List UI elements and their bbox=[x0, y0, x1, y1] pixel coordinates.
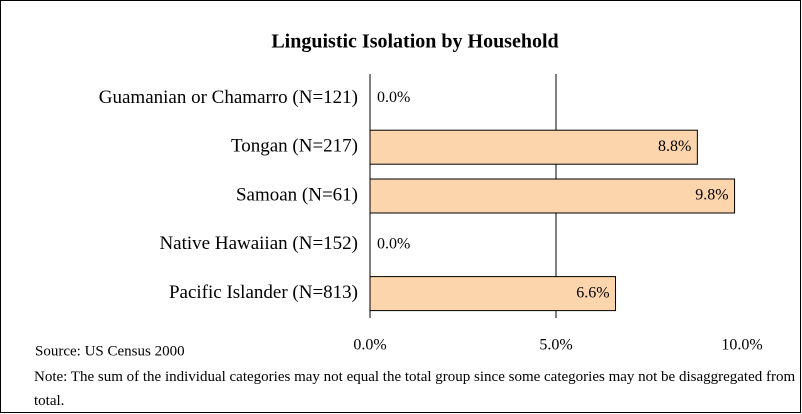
x-tick-label: 10.0% bbox=[721, 337, 762, 354]
chart-title: Linguistic Isolation by Household bbox=[271, 31, 558, 53]
note: Note: The sum of the individual categori… bbox=[34, 369, 796, 409]
value-label: 6.6% bbox=[576, 284, 609, 301]
value-label: 0.0% bbox=[377, 235, 410, 252]
value-label: 8.8% bbox=[658, 138, 691, 155]
y-tick-label: Pacific Islander (N=813) bbox=[169, 282, 358, 303]
y-tick-label: Guamanian or Chamarro (N=121) bbox=[99, 87, 358, 108]
source: Source: US Census 2000 bbox=[35, 343, 185, 359]
x-tick-label: 0.0% bbox=[353, 337, 386, 354]
bar bbox=[369, 178, 736, 214]
bar bbox=[369, 129, 698, 165]
y-tick-label: Native Hawaiian (N=152) bbox=[159, 233, 358, 254]
y-tick-label: Samoan (N=61) bbox=[236, 184, 358, 205]
bar bbox=[369, 276, 617, 312]
y-tick-label: Tongan (N=217) bbox=[231, 136, 358, 157]
value-label: 0.0% bbox=[377, 89, 410, 106]
x-tick-label: 5.0% bbox=[539, 337, 572, 354]
value-label: 9.8% bbox=[695, 187, 728, 204]
